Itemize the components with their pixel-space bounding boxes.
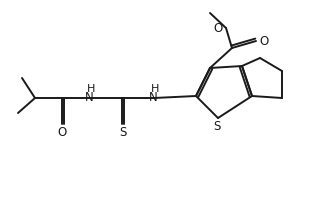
Text: O: O — [213, 21, 223, 34]
Text: O: O — [260, 34, 269, 48]
Text: N: N — [85, 90, 93, 103]
Text: N: N — [149, 90, 157, 103]
Text: H: H — [151, 84, 159, 94]
Text: S: S — [213, 121, 221, 133]
Text: O: O — [57, 126, 67, 139]
Text: S: S — [119, 126, 127, 139]
Text: H: H — [87, 84, 95, 94]
